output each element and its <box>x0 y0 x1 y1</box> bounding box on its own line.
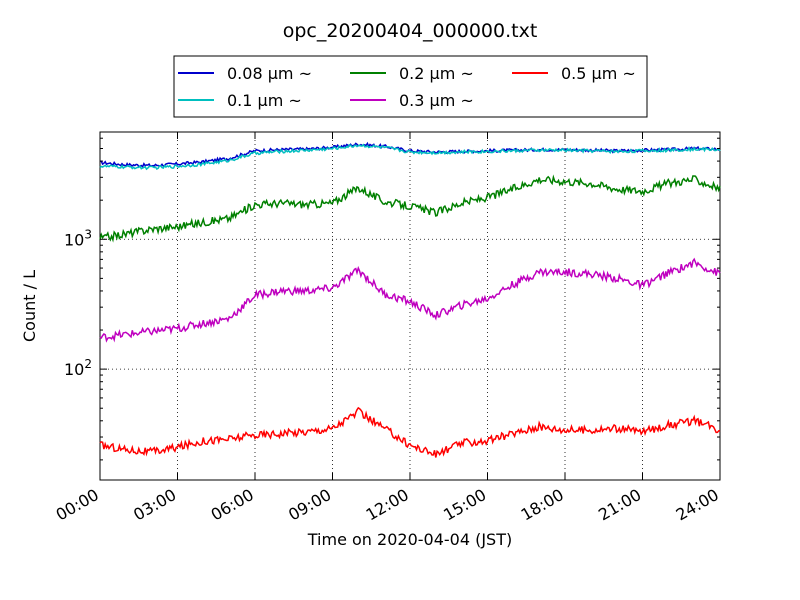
axis-ticks <box>99 132 721 480</box>
legend: 0.08 µm ~ 0.1 µm ~ 0.2 µm ~ 0.3 µm ~ 0.5 µm … <box>173 55 648 118</box>
x-tick-label: 00:00 <box>53 485 102 525</box>
x-tick-label: 09:00 <box>285 485 334 525</box>
x-tick-label: 15:00 <box>440 485 489 525</box>
legend-entry-label: 0.1 µm ~ <box>227 91 302 110</box>
x-tick-label: 03:00 <box>130 485 179 525</box>
chart-title: opc_20200404_000000.txt <box>283 20 538 42</box>
series-line-4 <box>99 406 721 458</box>
y-tick-label: 103 <box>64 227 92 249</box>
grid <box>100 132 720 480</box>
legend-entry-label: 0.3 µm ~ <box>399 91 474 110</box>
legend-frame <box>173 55 648 118</box>
x-tick-label: 06:00 <box>208 485 257 525</box>
legend-entry-label: 0.2 µm ~ <box>399 64 474 83</box>
x-tick-label: 18:00 <box>518 485 567 525</box>
x-tick-label: 21:00 <box>595 485 644 525</box>
series-line-0 <box>100 141 721 168</box>
series-line-3 <box>99 257 721 343</box>
legend-entry-label: 0.08 µm ~ <box>227 64 312 83</box>
series-line-2 <box>99 174 721 243</box>
series-line-1 <box>99 143 721 171</box>
x-tick-label: 12:00 <box>363 485 412 525</box>
y-tick-label: 102 <box>64 357 92 379</box>
y-tick-labels: 102 103 <box>64 227 92 379</box>
x-axis-label: Time on 2020-04-04 (JST) <box>307 530 512 549</box>
series-layer <box>99 141 721 458</box>
y-axis-label: Count / L <box>20 270 39 342</box>
x-tick-label: 24:00 <box>673 485 722 525</box>
x-tick-labels: 00:00 03:00 06:00 09:00 12:00 15:00 18:00 21:00… <box>53 485 722 525</box>
legend-entry-label: 0.5 µm ~ <box>561 64 636 83</box>
